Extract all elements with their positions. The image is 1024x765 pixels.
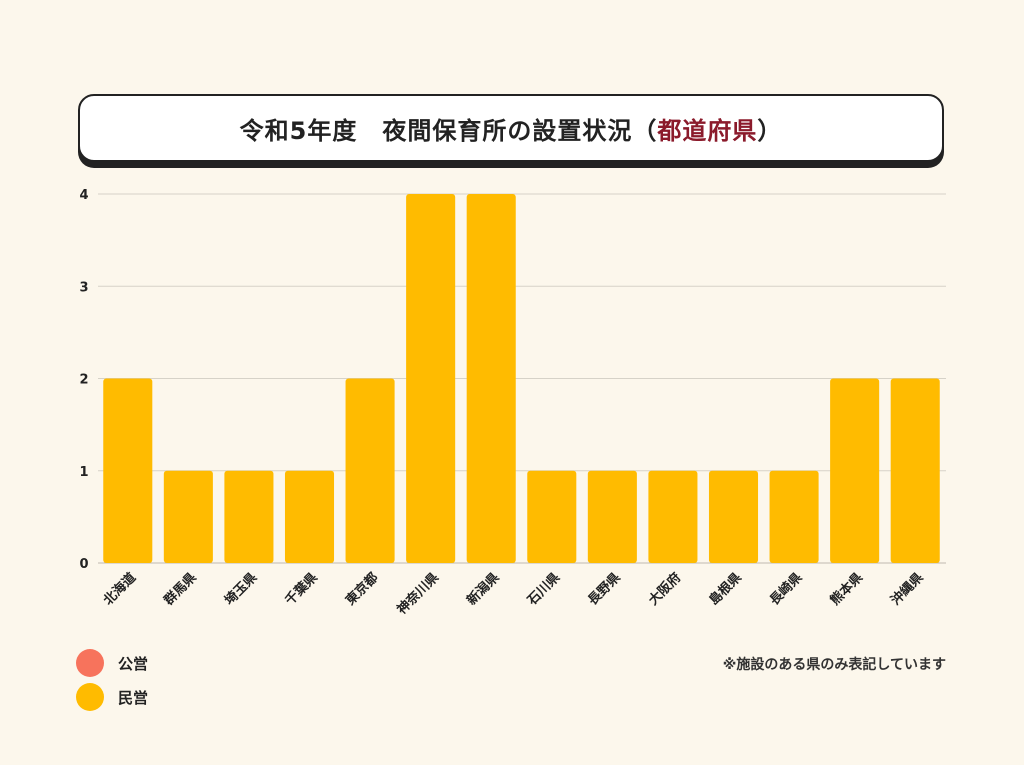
legend: 公営 民営 xyxy=(76,648,148,716)
x-tick-label: 神奈川県 xyxy=(394,570,442,618)
y-tick-label: 0 xyxy=(79,557,88,572)
y-tick-label: 1 xyxy=(79,465,88,480)
x-tick-label: 長崎県 xyxy=(766,570,805,609)
x-tick-label: 新潟県 xyxy=(464,570,503,609)
bar-民営-千葉県 xyxy=(284,470,335,563)
bar-民営-長野県 xyxy=(587,470,637,563)
x-tick-label: 沖縄県 xyxy=(888,570,927,609)
x-tick-label: 島根県 xyxy=(706,570,745,609)
bar-民営-長崎県 xyxy=(769,470,819,563)
legend-item-private: 民営 xyxy=(76,682,148,712)
bar-民営-新潟県 xyxy=(466,194,516,563)
x-tick-label: 群馬県 xyxy=(161,570,200,609)
bar-民営-東京都 xyxy=(345,378,395,563)
chart-title-accent: 都道府県 xyxy=(657,116,758,145)
bar-民営-群馬県 xyxy=(163,470,213,563)
x-tick-label: 東京都 xyxy=(342,570,381,609)
bar-民営-熊本県 xyxy=(830,378,880,563)
x-tick-label: 大阪府 xyxy=(645,570,684,609)
chart-title: 令和5年度 夜間保育所の設置状況（都道府県） xyxy=(240,111,783,146)
legend-swatch-private xyxy=(76,683,104,711)
x-tick-label: 埼玉県 xyxy=(221,570,260,609)
bar-民営-北海道 xyxy=(103,378,153,563)
legend-swatch-public xyxy=(76,649,104,677)
bar-chart: 0 1 2 3 4 北海道 群馬県 埼玉県 千葉県 東京都 神奈川県 新潟県 石川県 長野県 大阪府 島根県長… xyxy=(79,188,946,618)
x-tick-label: 千葉県 xyxy=(282,570,321,609)
bar-民営-神奈川県 xyxy=(406,194,456,563)
x-tick-label: 北海道 xyxy=(100,570,139,609)
chart-title-close: ） xyxy=(757,116,783,145)
legend-label-private: 民営 xyxy=(118,688,149,707)
bar-民営-埼玉県 xyxy=(224,470,274,563)
chart-title-box: 令和5年度 夜間保育所の設置状況（都道府県） xyxy=(78,94,944,162)
footnote: ※施設のある県のみ表記しています xyxy=(722,657,946,673)
bar-民営-石川県 xyxy=(527,470,577,563)
legend-label-public: 公営 xyxy=(118,654,149,673)
bar-民営-沖縄県 xyxy=(890,378,940,563)
y-tick-label: 2 xyxy=(79,373,88,388)
bar-民営-島根県 xyxy=(708,470,759,563)
y-tick-label: 4 xyxy=(79,188,88,203)
bar-民営-大阪府 xyxy=(648,470,698,563)
y-tick-label: 3 xyxy=(79,280,88,295)
x-tick-label: 熊本県 xyxy=(827,570,866,609)
chart-title-main: 令和5年度 夜間保育所の設置状況（ xyxy=(239,116,658,145)
legend-item-public: 公営 xyxy=(76,648,148,678)
x-tick-label: 石川県 xyxy=(524,570,563,609)
x-tick-label: 長野県 xyxy=(585,570,623,608)
